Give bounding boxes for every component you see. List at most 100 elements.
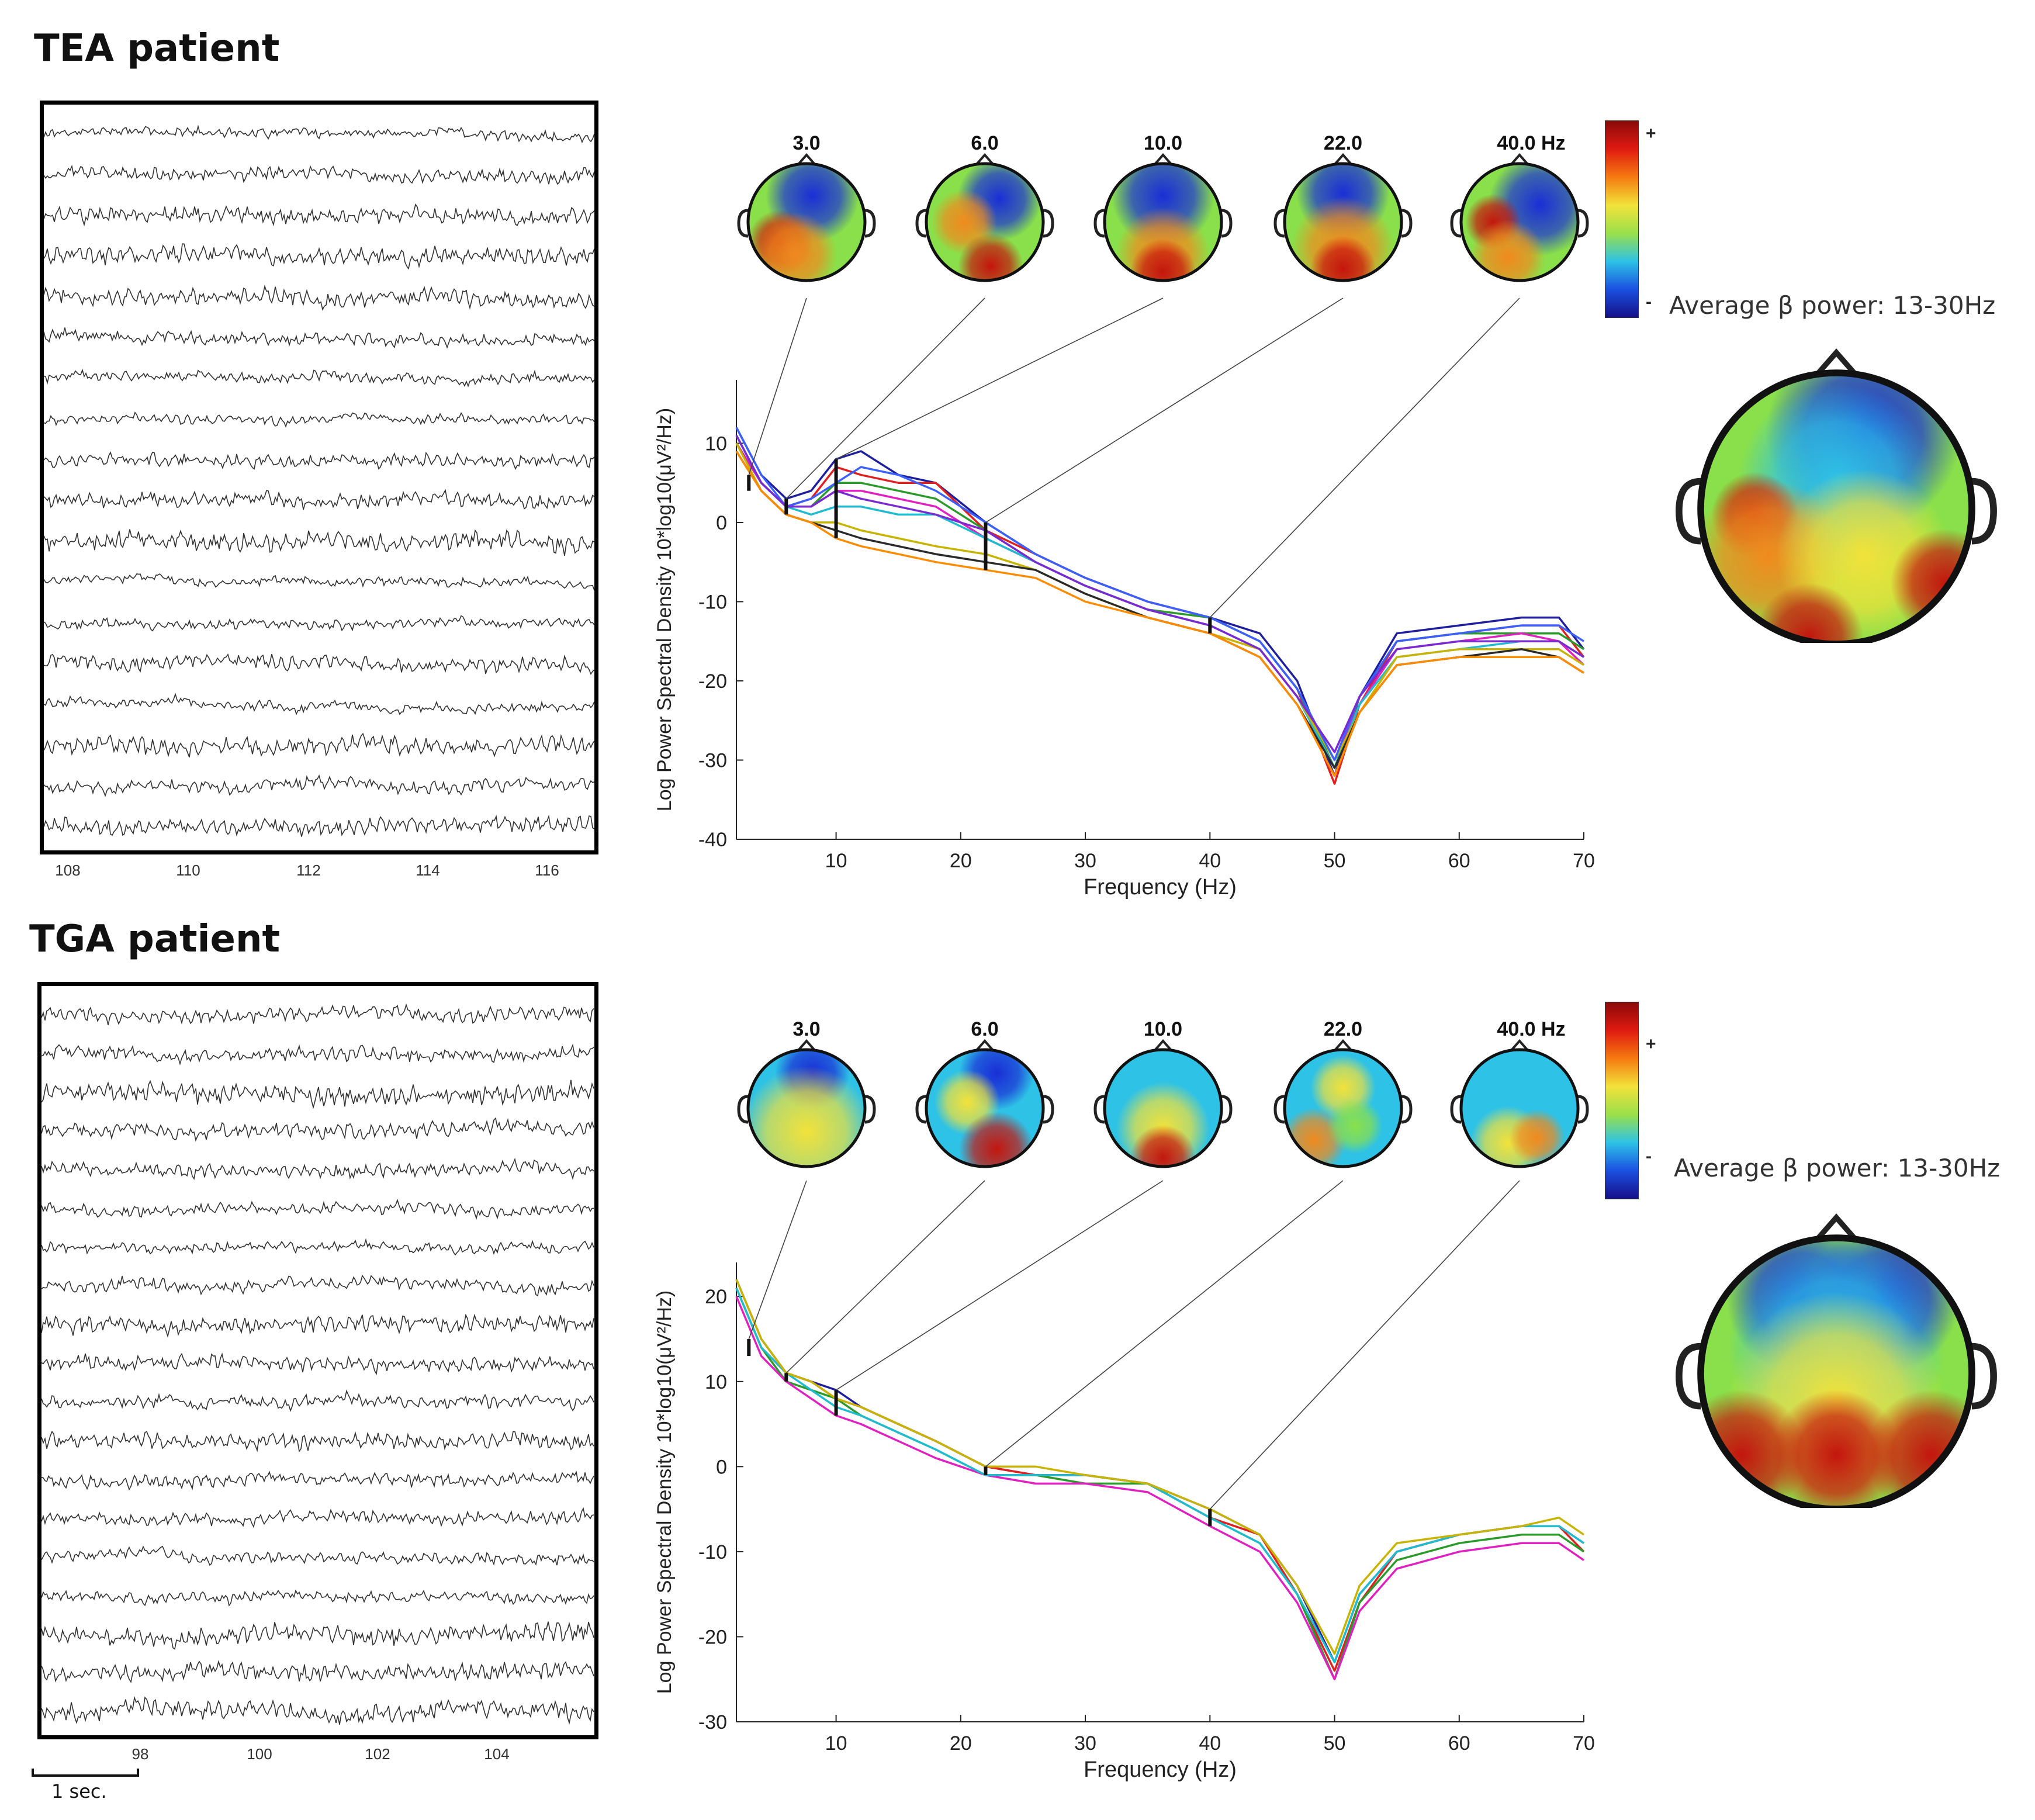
head-outline bbox=[1459, 162, 1580, 282]
nose-icon bbox=[1510, 153, 1529, 165]
head-outline bbox=[1697, 369, 1975, 643]
psd-series-line bbox=[735, 442, 1585, 762]
topomap-frequency-label: 40.0 Hz bbox=[1497, 132, 1565, 154]
psd-series-line bbox=[735, 1296, 1584, 1680]
eeg-channel-trace bbox=[41, 1117, 594, 1142]
y-axis-label: Log Power Spectral Density 10*log10(μV²/… bbox=[653, 408, 676, 811]
tga-eeg-traces bbox=[41, 1003, 594, 1725]
nose-icon bbox=[1510, 1039, 1529, 1051]
head-outline bbox=[746, 1048, 867, 1168]
topomap-connector-line bbox=[836, 297, 1164, 460]
time-tick: 114 bbox=[416, 861, 440, 879]
x-tick-label: 40 bbox=[1199, 850, 1221, 872]
eeg-channel-trace bbox=[41, 1507, 594, 1528]
y-tick-label: 0 bbox=[716, 512, 727, 534]
time-tick: 102 bbox=[365, 1745, 390, 1763]
y-axis-label: Log Power Spectral Density 10*log10(μV²/… bbox=[653, 1290, 676, 1694]
right-ear-icon bbox=[864, 1095, 876, 1124]
head-outline bbox=[1103, 1048, 1223, 1168]
y-tick-label: 0 bbox=[716, 1456, 727, 1478]
tga-beta-topomap bbox=[1676, 1213, 1997, 1508]
head-outline bbox=[925, 1048, 1045, 1168]
right-ear-icon bbox=[1971, 478, 1997, 545]
left-ear-icon bbox=[1676, 478, 1701, 545]
tga-beta-label: Average β power: 13-30Hz bbox=[1674, 1154, 2001, 1182]
head-outline bbox=[1103, 162, 1223, 282]
topomap-frequency-label: 3.0 bbox=[792, 132, 820, 154]
eeg-channel-trace bbox=[41, 1003, 594, 1025]
nose-icon bbox=[975, 153, 994, 165]
time-tick: 108 bbox=[55, 861, 81, 879]
eeg-channel-trace bbox=[41, 1696, 594, 1725]
eeg-channel-trace bbox=[41, 1545, 594, 1566]
tea-eeg-trace-box bbox=[40, 101, 598, 854]
tea-beta-label: Average β power: 13-30Hz bbox=[1669, 291, 1996, 320]
tea-beta-topomap bbox=[1676, 348, 1997, 643]
tga-panel-title: TGA patient bbox=[29, 918, 281, 961]
colorbar-minus: - bbox=[1646, 292, 1652, 312]
x-tick-label: 30 bbox=[1074, 1732, 1096, 1755]
activity-blob bbox=[1130, 1125, 1196, 1167]
x-tick-label: 30 bbox=[1074, 850, 1096, 872]
eeg-channel-trace bbox=[41, 1621, 594, 1651]
time-scale-bar bbox=[32, 1769, 139, 1777]
y-tick-label: 10 bbox=[705, 1371, 727, 1393]
colorbar-plus: + bbox=[1646, 124, 1656, 143]
tga-eeg-time-ticks: 98 100 102 104 bbox=[37, 1745, 598, 1769]
psd-series-line bbox=[735, 427, 1585, 777]
left-ear-icon bbox=[1093, 1095, 1105, 1124]
y-tick-label: -20 bbox=[698, 1626, 727, 1648]
eeg-channel-trace bbox=[41, 1238, 594, 1256]
eeg-channel-trace bbox=[41, 1043, 594, 1065]
x-tick-label: 10 bbox=[825, 850, 847, 872]
tea-colorbar bbox=[1605, 120, 1639, 318]
right-ear-icon bbox=[1043, 209, 1054, 238]
x-tick-label: 70 bbox=[1573, 1732, 1595, 1755]
topomap-connector-line bbox=[1209, 297, 1520, 618]
left-ear-icon bbox=[1676, 1342, 1701, 1410]
eeg-channel-trace bbox=[44, 411, 594, 428]
right-ear-icon bbox=[1971, 1342, 1997, 1410]
tea-eeg-traces bbox=[44, 124, 594, 837]
x-tick-label: 20 bbox=[950, 850, 972, 872]
psd-series-line bbox=[735, 1288, 1584, 1663]
activity-blob bbox=[959, 1112, 1034, 1167]
eeg-channel-trace bbox=[44, 284, 594, 311]
time-tick: 110 bbox=[176, 861, 200, 879]
psd-series-line bbox=[735, 1288, 1584, 1680]
eeg-channel-trace bbox=[44, 327, 594, 349]
head-outline bbox=[1283, 1048, 1403, 1168]
left-ear-icon bbox=[737, 209, 749, 238]
topomap-connector-line bbox=[985, 1180, 1344, 1467]
y-tick-label: -30 bbox=[698, 749, 727, 771]
eeg-channel-trace bbox=[41, 1660, 594, 1683]
nose-icon bbox=[975, 1039, 994, 1051]
left-ear-icon bbox=[1093, 209, 1105, 238]
tea-topomap-row: 3.0 6.0 10.0 22.0 40.0 Hz bbox=[737, 132, 1589, 282]
left-ear-icon bbox=[1273, 209, 1285, 238]
y-tick-label: -20 bbox=[698, 670, 727, 693]
right-ear-icon bbox=[1221, 1095, 1233, 1124]
eeg-channel-trace bbox=[41, 1313, 594, 1338]
nose-icon bbox=[1334, 153, 1352, 165]
eeg-channel-trace bbox=[41, 1274, 594, 1297]
psd-series-line bbox=[735, 427, 1584, 762]
eeg-channel-trace bbox=[41, 1589, 594, 1607]
topomap-frequency-label: 10.0 bbox=[1144, 132, 1182, 154]
left-ear-icon bbox=[1273, 1095, 1285, 1124]
eeg-channel-trace bbox=[44, 573, 594, 591]
right-ear-icon bbox=[1221, 209, 1233, 238]
head-outline bbox=[925, 162, 1045, 282]
left-ear-icon bbox=[737, 1095, 749, 1124]
eeg-channel-trace bbox=[41, 1389, 594, 1413]
right-ear-icon bbox=[1577, 1095, 1589, 1124]
tga-topomap-row: 3.0 6.0 10.0 22.0 40.0 Hz bbox=[737, 1018, 1589, 1168]
nose-icon bbox=[1154, 1039, 1172, 1051]
head-outline bbox=[746, 162, 867, 282]
topomap-connector-line bbox=[748, 1180, 807, 1340]
tga-eeg-trace-box bbox=[37, 982, 598, 1739]
tea-psd-chart: 10 20 30 40 50 60 70 10 0 -10 -20 -30 -40 Frequency (… bbox=[653, 297, 1595, 899]
psd-series-line bbox=[735, 1279, 1584, 1655]
topomap-connector-line bbox=[1209, 1180, 1520, 1510]
colorbar-minus: - bbox=[1646, 1147, 1652, 1166]
